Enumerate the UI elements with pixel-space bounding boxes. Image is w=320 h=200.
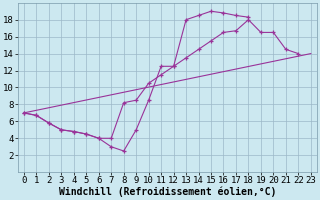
X-axis label: Windchill (Refroidissement éolien,°C): Windchill (Refroidissement éolien,°C)	[59, 187, 276, 197]
